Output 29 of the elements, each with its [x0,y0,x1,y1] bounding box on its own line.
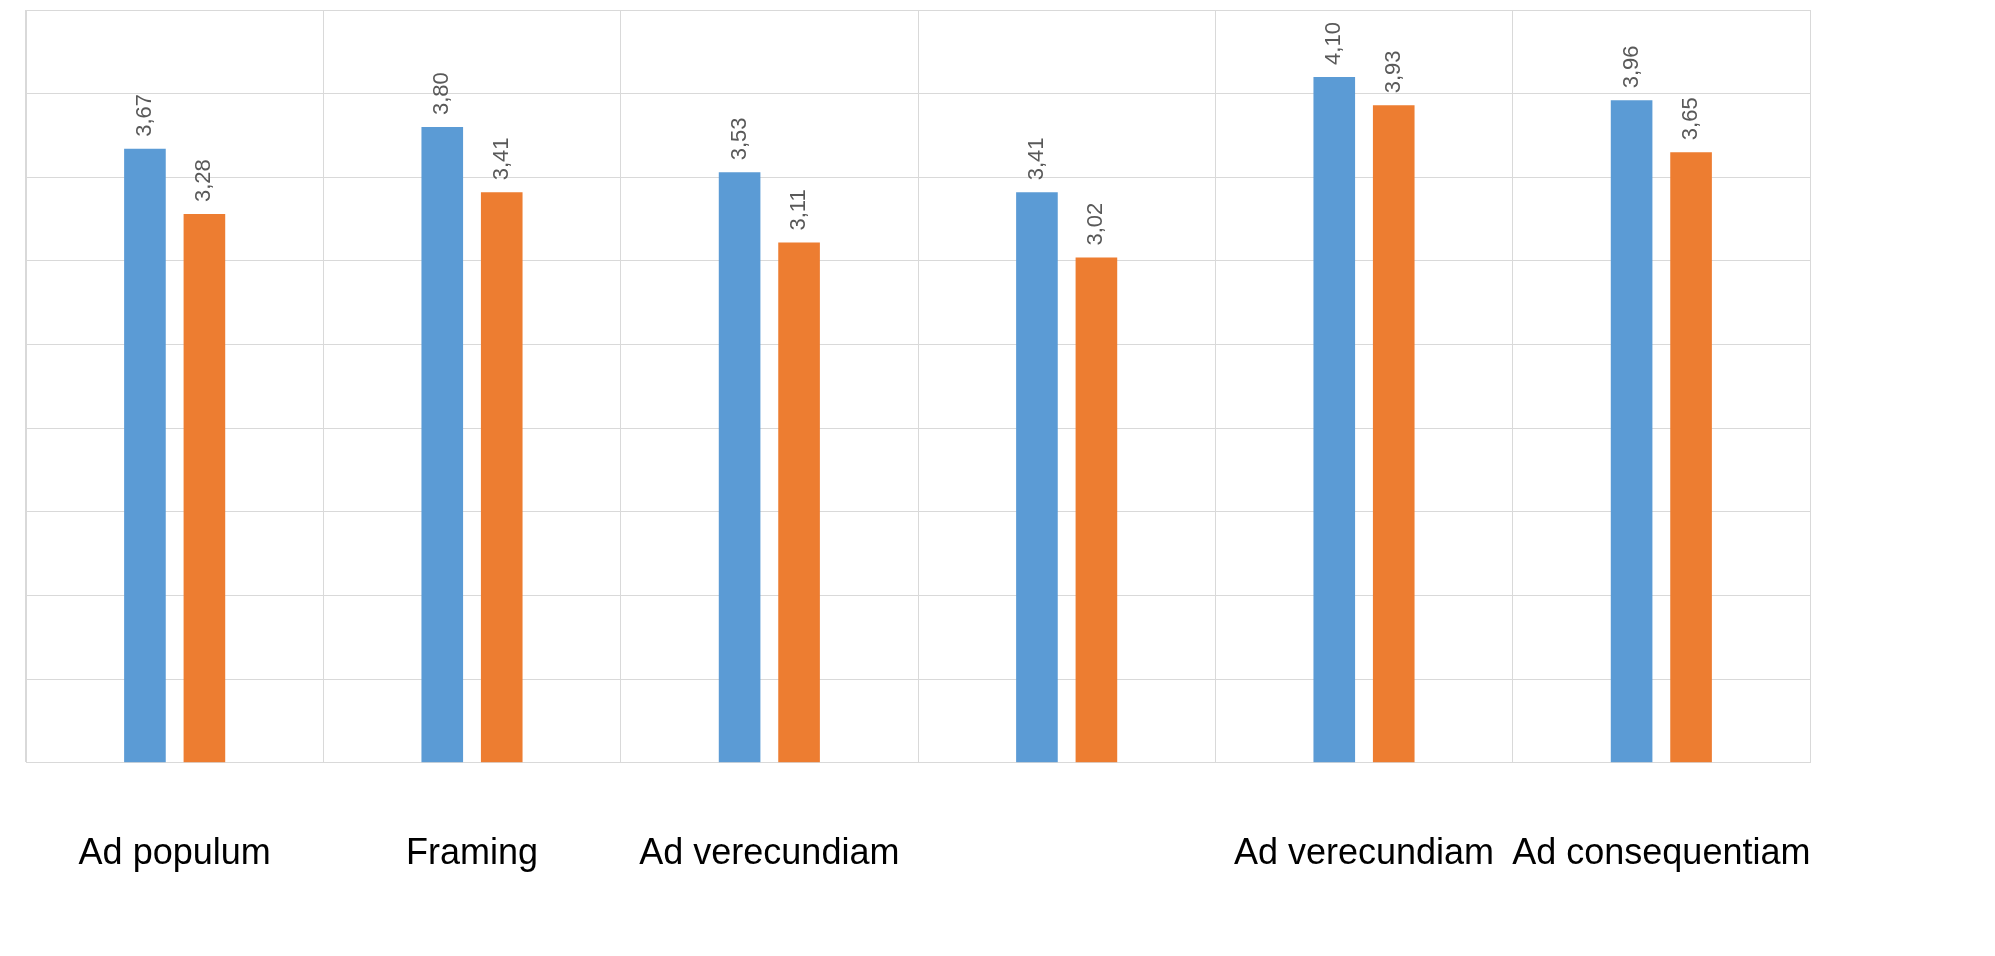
data-label: 4,10 [1320,22,1346,65]
bar [1016,192,1058,763]
bar [778,242,820,763]
data-label: 3,28 [190,159,216,203]
data-label: 3,11 [785,189,811,231]
x-tick-label: Ad consequentiam [1512,831,1811,873]
bar [183,214,226,763]
bar [718,172,761,763]
data-label: 3,02 [1082,202,1108,246]
bar [1670,152,1712,763]
x-tick-label: Ad verecundiam [639,831,900,873]
data-label: 3,67 [131,94,156,137]
data-label: 3,41 [487,137,513,181]
data-label: 3,96 [1617,45,1643,89]
bar [1313,76,1356,763]
bar [480,192,523,763]
data-label: 3,65 [1677,97,1703,141]
bar [1372,105,1415,763]
bar [1610,100,1653,763]
data-label: 3,53 [725,117,751,161]
bar [1075,257,1118,763]
x-tick-label: Ad populum [78,831,271,873]
x-tick-label: Ad verecundiam [1233,831,1495,873]
data-label: 3,80 [428,72,454,116]
data-label: 3,41 [1023,137,1048,181]
x-tick-label: Framing [405,831,539,873]
bar [124,148,166,763]
data-label: 3,93 [1379,50,1405,94]
bar [421,127,464,763]
